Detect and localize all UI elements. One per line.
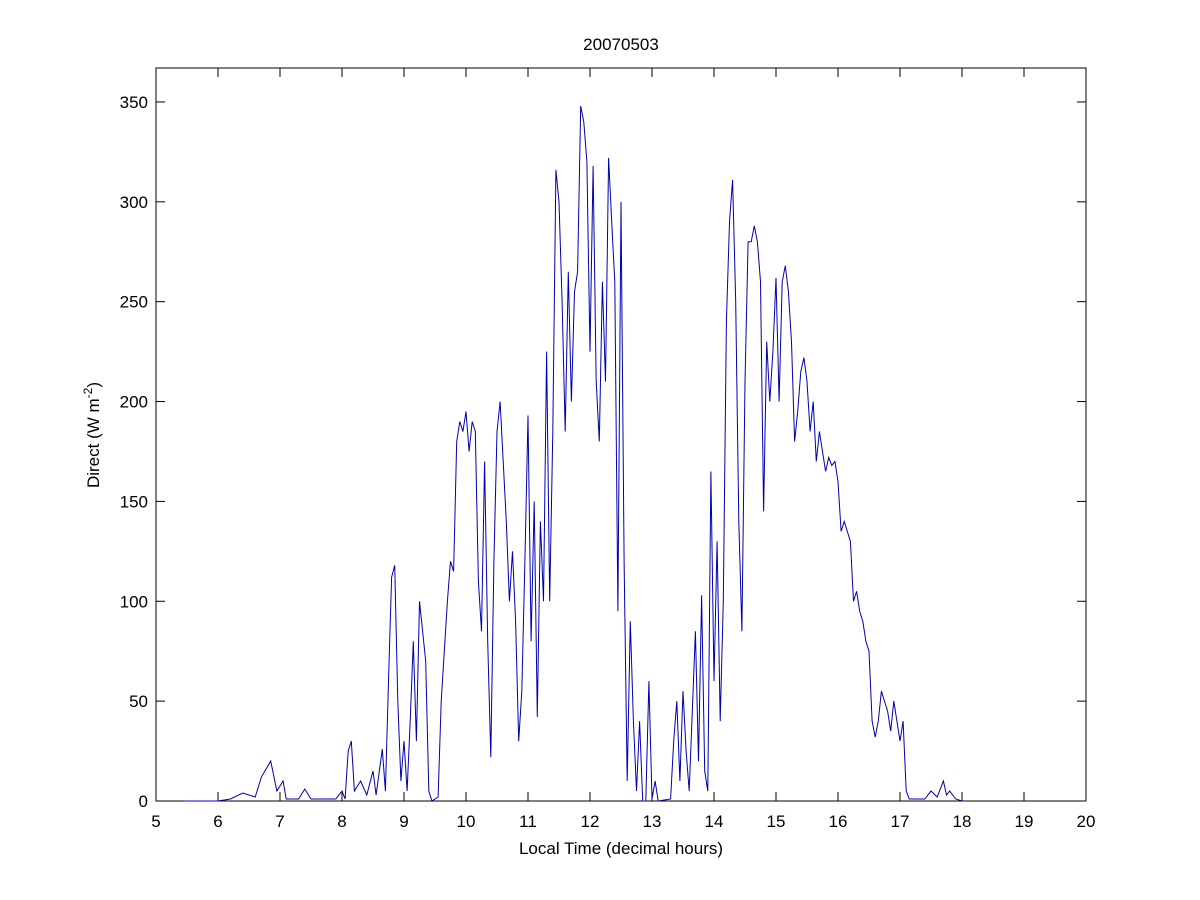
x-tick-label: 18 xyxy=(953,812,972,831)
x-tick-label: 16 xyxy=(829,812,848,831)
x-tick-label: 6 xyxy=(213,812,222,831)
x-tick-label: 9 xyxy=(399,812,408,831)
x-tick-label: 11 xyxy=(519,812,537,831)
y-tick-label: 0 xyxy=(139,792,148,811)
plot-box xyxy=(155,67,1087,802)
chart-title: 20070503 xyxy=(583,35,659,54)
x-tick-label: 7 xyxy=(275,812,284,831)
x-tick-label: 13 xyxy=(643,812,662,831)
x-tick-label: 20 xyxy=(1077,812,1096,831)
y-tick-label: 200 xyxy=(120,393,148,412)
y-tick-label: 150 xyxy=(120,492,148,511)
y-axis-label-tail: ) xyxy=(84,382,103,388)
x-tick-label: 8 xyxy=(337,812,346,831)
y-tick-label: 100 xyxy=(120,592,148,611)
y-tick-label: 250 xyxy=(120,293,148,312)
x-tick-label: 10 xyxy=(457,812,476,831)
x-tick-label: 15 xyxy=(767,812,786,831)
x-tick-label: 5 xyxy=(151,812,160,831)
x-tick-label: 14 xyxy=(705,812,724,831)
y-axis-label: Direct (W m-2) xyxy=(81,382,103,488)
y-tick-label: 300 xyxy=(120,193,148,212)
line xyxy=(183,105,963,802)
x-tick-label: 12 xyxy=(581,812,600,831)
y-axis-label-text: Direct (W m xyxy=(84,398,103,488)
x-tick-label: 19 xyxy=(1015,812,1034,831)
y-axis-label-sup: -2 xyxy=(81,387,95,398)
x-axis-label: Local Time (decimal hours) xyxy=(519,839,723,858)
x-tick-label: 17 xyxy=(891,812,910,831)
y-tick-label: 50 xyxy=(129,692,148,711)
y-tick-label: 350 xyxy=(120,93,148,112)
